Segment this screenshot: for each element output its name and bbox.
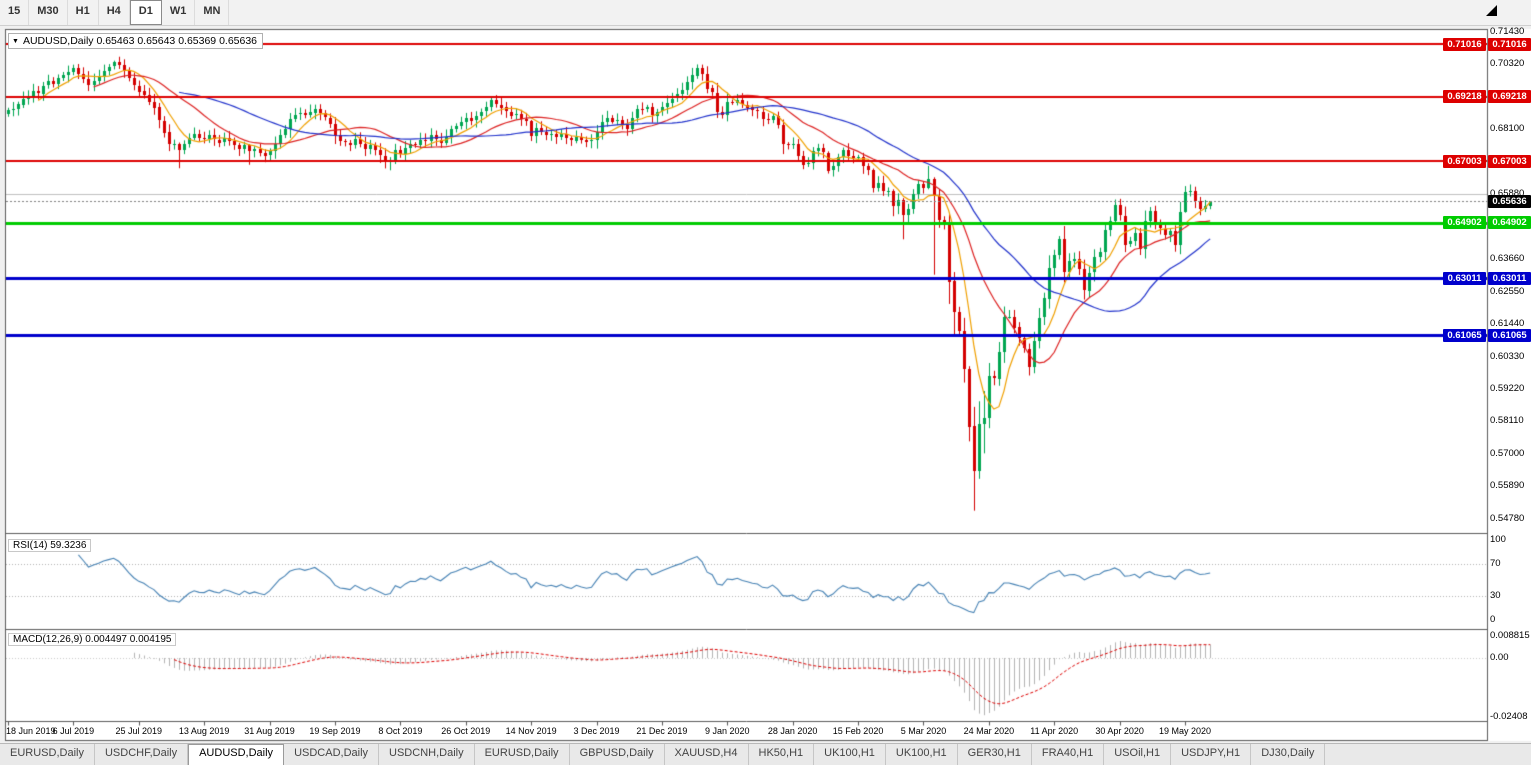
price-axis-label: 0.54780: [1490, 512, 1525, 524]
price-axis-label: 0.59220: [1490, 383, 1525, 395]
chart-tab-xauusd-h4[interactable]: XAUUSD,H4: [665, 744, 749, 765]
level-badge-inner: 0.64902: [1443, 216, 1486, 230]
level-badge-inner: 0.61065: [1443, 328, 1486, 342]
collapse-triangle-icon[interactable]: ▼: [12, 37, 19, 45]
timeframe-button-15[interactable]: 15: [0, 0, 30, 25]
date-axis-label: 9 Jan 2020: [705, 726, 750, 736]
date-axis-label: 3 Dec 2019: [573, 726, 620, 736]
date-axis-label: 11 Apr 2020: [1030, 726, 1079, 736]
level-badge-axis: 0.61065: [1488, 328, 1531, 342]
chart-tab-usdcad-daily[interactable]: USDCAD,Daily: [284, 744, 380, 765]
date-axis-label: 14 Nov 2019: [505, 726, 557, 736]
price-axis-label: 0.60330: [1490, 350, 1525, 362]
timeframe-button-h4[interactable]: H4: [99, 0, 130, 25]
chart-tab-usoil-h1[interactable]: USOil,H1: [1104, 744, 1172, 765]
date-axis-label: 26 Oct 2019: [441, 726, 491, 736]
level-badge-inner: 0.71016: [1443, 37, 1486, 51]
macd-axis-label: 0.008815: [1490, 630, 1530, 642]
chart-tab-uk100-h1[interactable]: UK100,H1: [886, 744, 958, 765]
level-badge-inner: 0.69218: [1443, 90, 1486, 104]
timeframe-toolbar: 15 M30 H1 H4 D1 W1 MN: [0, 0, 1531, 26]
date-axis-label: 6 Jul 2019: [52, 726, 95, 736]
chart-tab-fra40-h1[interactable]: FRA40,H1: [1032, 744, 1105, 765]
date-axis-label: 30 Apr 2020: [1095, 726, 1144, 736]
date-axis-label: 19 May 2020: [1158, 726, 1212, 736]
timeframe-button-d1[interactable]: D1: [129, 0, 162, 25]
level-badge-inner: 0.63011: [1443, 271, 1486, 285]
chart-tab-eurusd-daily[interactable]: EURUSD,Daily: [475, 744, 570, 765]
date-axis-label: 19 Sep 2019: [309, 726, 361, 736]
timeframe-button-w1[interactable]: W1: [162, 0, 196, 25]
chart-tab-gbpusd-daily[interactable]: GBPUSD,Daily: [570, 744, 665, 765]
price-axis-label: 0.68100: [1490, 123, 1525, 135]
chart-tab-hk50-h1[interactable]: HK50,H1: [749, 744, 815, 765]
rsi-axis-label: 30: [1490, 590, 1501, 601]
level-badge-inner: 0.67003: [1443, 154, 1486, 168]
date-axis-label: 21 Dec 2019: [636, 726, 688, 736]
rsi-axis-label: 0: [1490, 614, 1496, 625]
price-axis-label: 0.71430: [1490, 26, 1525, 37]
level-badge-axis: 0.69218: [1488, 90, 1531, 104]
date-axis-label: 31 Aug 2019: [244, 726, 295, 736]
level-badge-axis: 0.64902: [1488, 216, 1531, 230]
timeframe-button-h1[interactable]: H1: [68, 0, 99, 25]
price-axis-label: 0.58110: [1490, 415, 1524, 427]
current-price-badge: 0.65636: [1488, 194, 1531, 208]
macd-axis-label: -0.02408: [1490, 710, 1528, 722]
date-axis-label: 25 Jul 2019: [115, 726, 163, 736]
chart-tabs-bar: EURUSD,Daily USDCHF,Daily AUDUSD,Daily USDC…: [0, 743, 1531, 765]
price-axis-label: 0.57000: [1490, 447, 1525, 459]
chart-tab-dj30-daily[interactable]: DJ30,Daily: [1251, 744, 1326, 765]
scroll-to-end-icon[interactable]: [1486, 5, 1497, 16]
date-axis-label: 24 Mar 2020: [963, 726, 1015, 736]
level-badge-axis: 0.67003: [1488, 154, 1531, 168]
price-axis-label: 0.70320: [1490, 58, 1525, 70]
date-axis-label: 15 Feb 2020: [832, 726, 884, 736]
rsi-label: RSI(14) 59.3236: [8, 539, 92, 552]
chart-tab-ger30-h1[interactable]: GER30,H1: [958, 744, 1032, 765]
price-axis-label: 0.62550: [1490, 285, 1525, 297]
price-axis-label: 0.55890: [1490, 480, 1525, 492]
date-axis-label: 8 Oct 2019: [378, 726, 423, 736]
chart-tab-usdjpy-h1[interactable]: USDJPY,H1: [1171, 744, 1252, 765]
date-axis-label: 5 Mar 2020: [900, 726, 947, 736]
macd-axis-label: 0.00: [1490, 652, 1509, 664]
level-badge-axis: 0.63011: [1488, 271, 1531, 285]
rsi-axis-label: 70: [1490, 558, 1501, 569]
chart-tab-usdcnh-daily[interactable]: USDCNH,Daily: [379, 744, 475, 765]
chart-title: AUDUSD,Daily 0.65463 0.65643 0.65369 0.6…: [22, 35, 258, 47]
price-axis-label: 0.61440: [1490, 318, 1525, 330]
chart-tab-eurusd-daily[interactable]: EURUSD,Daily: [0, 744, 95, 765]
chart-title-box: ▼ AUDUSD,Daily 0.65463 0.65643 0.65369 0…: [8, 33, 264, 49]
chart-tab-usdchf-daily[interactable]: USDCHF,Daily: [95, 744, 189, 765]
timeframe-button-m30[interactable]: M30: [29, 0, 68, 25]
date-axis-label: 28 Jan 2020: [767, 726, 818, 736]
price-axis-label: 0.63660: [1490, 253, 1525, 265]
chart-tab-uk100-h1[interactable]: UK100,H1: [814, 744, 886, 765]
level-badge-axis: 0.71016: [1488, 37, 1531, 51]
timeframe-button-mn[interactable]: MN: [195, 0, 230, 25]
date-axis-label: 18 Jun 2019: [6, 726, 56, 736]
price-axis-label: 0.65880: [1490, 188, 1525, 200]
macd-label: MACD(12,26,9) 0.004497 0.004195: [8, 633, 177, 646]
rsi-axis-label: 100: [1490, 534, 1506, 545]
chart-tab-audusd-daily[interactable]: AUDUSD,Daily: [188, 744, 285, 765]
date-axis-label: 13 Aug 2019: [178, 726, 230, 736]
